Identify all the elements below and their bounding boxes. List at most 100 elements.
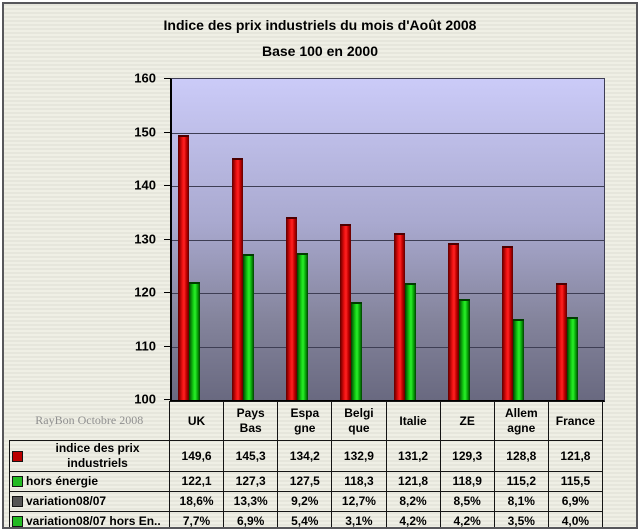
- value-cell: 3,1%: [331, 511, 387, 527]
- value-cell: 127,3: [223, 471, 279, 492]
- red-bar: [178, 134, 189, 400]
- legend-key-icon: [12, 476, 23, 487]
- gridline: [172, 186, 604, 187]
- y-axis-label: 150: [134, 124, 156, 139]
- green-bar: [459, 298, 470, 400]
- gridline: [172, 239, 604, 241]
- value-cell: 8,5%: [439, 491, 495, 512]
- red-bar: [448, 243, 459, 400]
- table-row: variation08/07 18,6% 13,3% 9,2% 12,7% 8,2% 8,5…: [9, 491, 604, 512]
- legend-key-icon: [12, 450, 23, 462]
- value-cell: 9,2%: [277, 491, 333, 512]
- legend-label: indice des prix industriels: [55, 441, 140, 470]
- value-cell: 129,3: [439, 440, 495, 472]
- category-header-ze: ZE: [439, 401, 495, 441]
- value-cell: 115,5: [547, 471, 604, 492]
- bar-group-belgique: [334, 79, 388, 400]
- red-bar: [394, 233, 405, 400]
- green-bar: [189, 281, 200, 400]
- gridline: [172, 346, 604, 348]
- category-header-italie: Italie: [385, 401, 441, 441]
- y-axis-label: 140: [134, 177, 156, 193]
- category-header-allemagne: Allem agne: [493, 401, 549, 441]
- legend-label: hors énergie: [26, 474, 99, 488]
- gridline: [172, 293, 604, 294]
- legend-cell: variation08/07: [9, 491, 170, 512]
- red-bar: [556, 283, 567, 400]
- red-bar: [340, 224, 351, 400]
- value-cell: 131,2: [385, 440, 441, 472]
- value-cell: 121,8: [385, 471, 441, 492]
- table-row: variation08/07 hors En.. 7,7% 6,9% 5,4% 3,1%…: [9, 511, 604, 528]
- legend-key-icon: [12, 496, 23, 507]
- bar-group-ze: [442, 79, 496, 400]
- green-bar: [243, 253, 254, 400]
- value-cell: 118,3: [331, 471, 387, 492]
- bar-group-france: [550, 79, 604, 400]
- value-cell: 13,3%: [223, 491, 279, 512]
- category-header-belgique: Belgi que: [331, 401, 387, 441]
- value-cell: 4,0%: [547, 511, 604, 527]
- table-row: indice des prix industriels 149,6 145,3 134…: [9, 440, 604, 472]
- value-cell: 128,8: [493, 440, 549, 472]
- y-axis-tick: [164, 131, 170, 133]
- y-axis-tick: [164, 185, 170, 186]
- table-row: hors énergie 122,1 127,3 127,5 118,3 121,8 118…: [9, 471, 604, 492]
- value-cell: 7,7%: [168, 511, 225, 527]
- legend-label: variation08/07 hors En..: [26, 514, 161, 528]
- value-cell: 132,9: [331, 440, 387, 472]
- category-header-france: France: [547, 401, 604, 441]
- y-axis-label: 120: [134, 284, 156, 300]
- value-cell: 4,2%: [385, 511, 441, 527]
- red-bar: [232, 157, 243, 400]
- category-header-pays-bas: Pays Bas: [223, 401, 279, 441]
- y-axis-tick: [164, 345, 170, 347]
- bar-group-espagne: [280, 79, 334, 400]
- y-axis-tick: [164, 78, 170, 79]
- watermark-text: RayBon Octobre 2008: [35, 413, 144, 428]
- bar-group-allemagne: [496, 79, 550, 400]
- bar-groups: [172, 79, 604, 400]
- value-cell: 118,9: [439, 471, 495, 492]
- y-axis-label: 130: [134, 231, 156, 246]
- value-cell: 8,2%: [385, 491, 441, 512]
- bar-group-pays-bas: [226, 79, 280, 400]
- value-cell: 121,8: [547, 440, 604, 472]
- red-bar: [502, 245, 513, 400]
- category-header-uk: UK: [168, 401, 225, 441]
- green-bar: [405, 283, 416, 400]
- category-header-espagne: Espa gne: [277, 401, 333, 441]
- chart-title-line1: Indice des prix industriels du mois d'Ao…: [163, 17, 477, 33]
- y-axis-label: 100: [134, 391, 156, 407]
- legend-cell: indice des prix industriels: [9, 440, 170, 472]
- bar-group-uk: [172, 79, 226, 400]
- value-cell: 4,2%: [439, 511, 495, 527]
- green-bar: [351, 302, 362, 400]
- y-axis-tick: [164, 399, 170, 400]
- value-cell: 127,5: [277, 471, 333, 492]
- y-axis: 160 150 140 130 120 110 100: [4, 71, 170, 407]
- legend-label: variation08/07: [26, 494, 107, 508]
- value-cell: 8,1%: [493, 491, 549, 512]
- data-table-body: RayBon Octobre 2008 UK Pays Bas Espa gne Belgi…: [9, 401, 604, 528]
- value-cell: 134,2: [277, 440, 333, 472]
- value-cell: 5,4%: [277, 511, 333, 527]
- green-bar: [297, 252, 308, 400]
- legend-cell: hors énergie: [9, 471, 170, 492]
- value-cell: 145,3: [223, 440, 279, 472]
- green-bar: [567, 317, 578, 400]
- red-bar: [286, 217, 297, 400]
- chart-title-line2: Base 100 en 2000: [262, 43, 378, 59]
- chart-title: Indice des prix industriels du mois d'Ao…: [4, 12, 636, 64]
- y-axis-label: 110: [135, 338, 156, 353]
- value-cell: 149,6: [168, 440, 225, 472]
- legend-key-icon: [12, 516, 23, 527]
- value-cell: 18,6%: [168, 491, 225, 512]
- data-table: RayBon Octobre 2008 UK Pays Bas Espa gne Belgi…: [9, 401, 604, 528]
- legend-cell: variation08/07 hors En..: [9, 511, 170, 528]
- value-cell: 12,7%: [331, 491, 387, 512]
- table-header-row: RayBon Octobre 2008 UK Pays Bas Espa gne Belgi…: [10, 401, 604, 441]
- value-cell: 115,2: [493, 471, 549, 492]
